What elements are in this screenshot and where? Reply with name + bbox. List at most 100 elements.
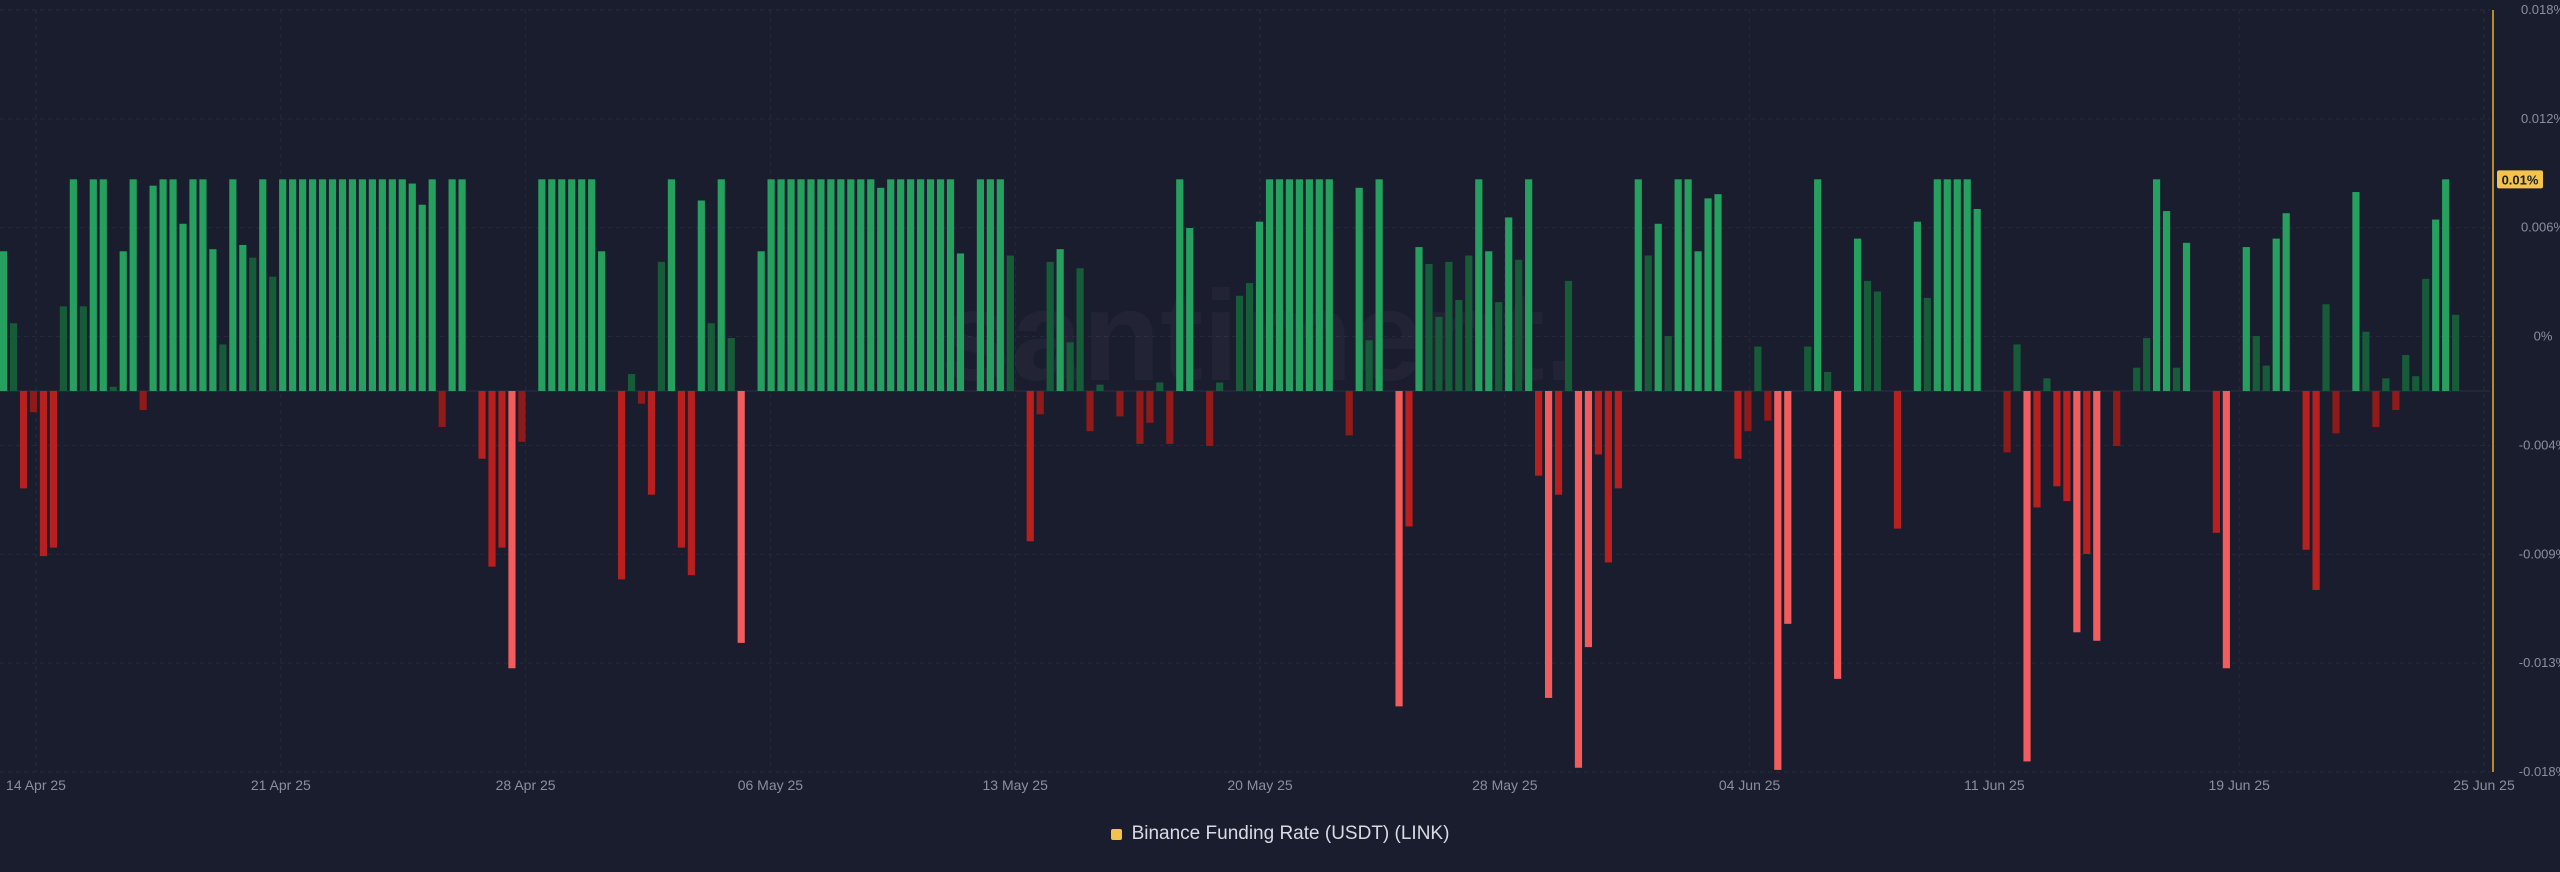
funding-rate-bar: [1744, 391, 1752, 432]
funding-rate-bar: [2242, 247, 2250, 391]
x-tick-label: 28 May 25: [1472, 777, 1538, 793]
bars-layer: [0, 179, 2460, 770]
funding-rate-bar: [2392, 391, 2400, 411]
funding-rate-bar: [1445, 261, 1453, 391]
legend[interactable]: Binance Funding Rate (USDT) (LINK): [0, 820, 2560, 848]
funding-rate-bar: [917, 179, 925, 391]
funding-rate-bar: [2422, 278, 2430, 391]
y-tick-label: -0.013%: [2519, 655, 2560, 670]
funding-rate-bar: [1285, 179, 1293, 391]
funding-rate-bar: [1485, 251, 1493, 391]
funding-rate-bar: [488, 391, 496, 567]
funding-rate-bar: [249, 257, 257, 391]
funding-rate-bar: [907, 179, 915, 391]
funding-rate-bar: [787, 179, 795, 391]
funding-rate-bar: [89, 179, 97, 391]
funding-rate-bar: [1834, 391, 1842, 679]
funding-rate-bar: [428, 179, 436, 391]
funding-rate-bar: [2113, 391, 2121, 447]
funding-rate-bar: [687, 391, 695, 576]
funding-rate-bar: [617, 391, 626, 580]
funding-rate-bar: [598, 251, 606, 391]
funding-rate-bar: [2452, 314, 2460, 391]
funding-rate-bar: [986, 179, 994, 391]
funding-rate-bar: [1166, 391, 1174, 444]
funding-rate-bar: [568, 179, 576, 391]
funding-rate-bar: [2272, 238, 2280, 391]
funding-rate-bar: [807, 179, 815, 391]
funding-rate-bar: [219, 344, 227, 391]
funding-rate-bar: [508, 391, 516, 669]
funding-rate-bar: [588, 179, 596, 391]
funding-rate-bar: [727, 338, 735, 391]
funding-rate-bar: [1714, 194, 1722, 391]
funding-rate-bar: [1654, 223, 1662, 391]
funding-rate-bar: [1265, 179, 1274, 391]
funding-rate-bar: [2033, 391, 2041, 508]
funding-rate-bar: [857, 179, 865, 391]
funding-rate-bar: [408, 183, 416, 391]
funding-rate-bar: [697, 200, 705, 391]
funding-rate-bar: [797, 179, 805, 391]
funding-rate-bar: [209, 249, 217, 391]
funding-rate-bar: [1973, 208, 1981, 391]
funding-rate-bar: [1923, 297, 1931, 391]
funding-rate-bar: [2172, 367, 2181, 391]
funding-rate-bar: [448, 179, 456, 391]
funding-rate-bar: [1275, 179, 1284, 391]
funding-rate-bar: [737, 391, 745, 643]
x-tick-label: 04 Jun 25: [1719, 777, 1781, 793]
legend-label: Binance Funding Rate (USDT) (LINK): [1131, 823, 1450, 844]
x-tick-label: 13 May 25: [983, 777, 1049, 793]
funding-rate-bar: [548, 179, 556, 391]
funding-rate-bar: [29, 391, 38, 413]
funding-rate-bar: [149, 185, 157, 391]
funding-rate-bar: [1136, 391, 1144, 444]
funding-rate-bar: [1953, 179, 1961, 391]
funding-rate-bar: [368, 179, 376, 391]
funding-rate-bar: [1375, 179, 1383, 391]
funding-rate-bar: [1006, 255, 1014, 391]
funding-rate-bar: [2322, 304, 2330, 391]
funding-rate-bar: [1664, 335, 1672, 391]
funding-rate-bar: [229, 179, 237, 391]
current-value-badge-group: 0.01%: [2497, 170, 2543, 189]
funding-rate-bar: [2053, 391, 2061, 487]
funding-rate-bar: [289, 179, 297, 391]
funding-rate-bar: [2412, 376, 2420, 391]
funding-rate-bar: [817, 179, 825, 391]
funding-rate-bar: [259, 179, 267, 391]
funding-rate-bar: [69, 179, 77, 391]
funding-rate-bar: [558, 179, 566, 391]
funding-rate-bar: [1604, 391, 1612, 563]
x-tick-label: 11 Jun 25: [1964, 777, 2025, 793]
funding-rate-bar: [2262, 365, 2270, 391]
x-tick-label: 21 Apr 25: [251, 777, 311, 793]
funding-rate-bar: [189, 179, 197, 391]
funding-rate-bar: [1913, 221, 1921, 391]
funding-rate-bar: [757, 251, 765, 391]
funding-rate-bar: [1315, 179, 1323, 391]
funding-rate-bar: [1594, 391, 1602, 455]
funding-rate-bar: [388, 179, 396, 391]
funding-rate-bar: [887, 179, 895, 391]
funding-rate-bar: [299, 179, 307, 391]
funding-rate-bar: [2282, 213, 2290, 391]
x-tick-label: 20 May 25: [1227, 777, 1293, 793]
funding-rate-bar: [49, 391, 58, 548]
funding-rate-bar: [837, 179, 845, 391]
y-axis: 0.018% 0.012% 0.006% 0% -0.004% -0.009% -0.013…: [2492, 2, 2560, 779]
x-tick-label: 19 Jun 25: [2208, 777, 2270, 793]
funding-rate-bar: [1824, 371, 1832, 391]
funding-rate-bar: [79, 306, 87, 391]
funding-rate-bar: [0, 251, 8, 391]
funding-rate-bar: [1804, 346, 1812, 391]
funding-rate-bar: [1754, 346, 1762, 391]
funding-rate-bar: [139, 391, 147, 411]
funding-rate-bar: [1066, 342, 1074, 391]
funding-rate-bar: [2013, 344, 2021, 391]
funding-rate-bar: [578, 179, 586, 391]
funding-rate-bar: [1544, 391, 1553, 698]
funding-rate-bar: [9, 323, 18, 391]
